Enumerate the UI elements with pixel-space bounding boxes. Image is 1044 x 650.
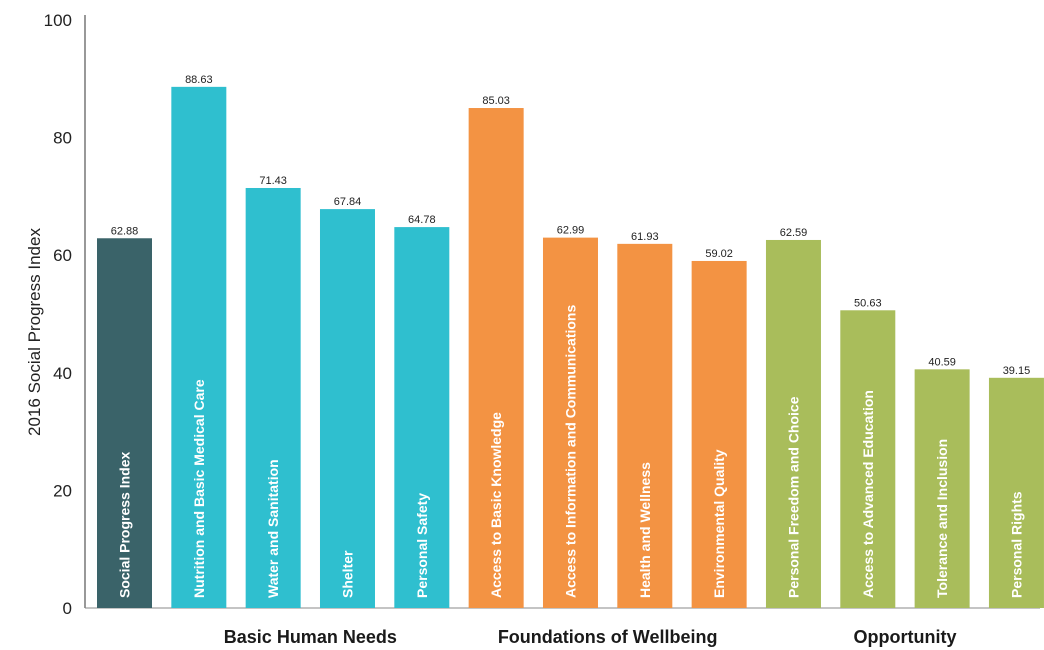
bar-value-label: 85.03: [482, 95, 510, 107]
y-axis-label: 2016 Social Progress Index: [25, 228, 44, 436]
bar-category-label: Health and Wellness: [637, 462, 653, 598]
bar-category-label: Water and Sanitation: [265, 459, 281, 598]
y-tick-label: 0: [63, 599, 72, 618]
bar: [97, 238, 152, 608]
group-label: Foundations of Wellbeing: [498, 627, 718, 647]
bar-labels: Social Progress Index Nutrition and Basic…: [117, 305, 1025, 598]
bar-value-label: 62.59: [780, 227, 808, 239]
y-tick-label: 100: [44, 11, 72, 30]
bar-category-label: Social Progress Index: [117, 452, 133, 598]
y-tick-label: 80: [53, 129, 72, 148]
bar-value-label: 71.43: [259, 175, 287, 187]
bar-category-label: Access to Advanced Education: [860, 390, 876, 598]
bar: [245, 187, 301, 609]
bar: [765, 239, 821, 608]
bar-value-label: 61.93: [631, 231, 659, 243]
bar-category-label: Personal Safety: [414, 493, 430, 598]
bar-value-label: 62.88: [111, 225, 139, 237]
group-label: Opportunity: [853, 627, 956, 647]
y-tick-label: 60: [53, 246, 72, 265]
bar-category-label: Shelter: [339, 550, 355, 598]
bar-value-label: 62.99: [557, 225, 585, 237]
group-label: Basic Human Needs: [224, 627, 397, 647]
bar-category-label: Personal Rights: [1008, 491, 1024, 598]
bar-category-label: Access to Information and Communications: [562, 305, 578, 598]
bar: [914, 369, 970, 608]
bar-category-label: Access to Basic Knowledge: [488, 412, 504, 598]
bar-category-label: Tolerance and Inclusion: [934, 439, 950, 598]
bar: [171, 86, 227, 609]
bar: [691, 260, 747, 608]
bar-value-label: 59.02: [705, 248, 733, 260]
bars: [97, 86, 1044, 609]
group-labels: Basic Human Needs Foundations of Wellbein…: [224, 627, 957, 647]
y-tick-label: 40: [53, 364, 72, 383]
bar: [394, 227, 450, 608]
bar-value-label: 67.84: [334, 196, 362, 208]
bar: [319, 209, 375, 608]
y-tick-label: 20: [53, 481, 72, 500]
bar-value-label: 88.63: [185, 74, 213, 86]
bar-value-label: 64.78: [408, 214, 436, 226]
bar-value-label: 50.63: [854, 297, 882, 309]
bar-value-label: 40.59: [928, 356, 956, 368]
bar: [542, 237, 598, 608]
bar: [617, 243, 673, 608]
bar-value-label: 39.15: [1003, 365, 1031, 377]
bar-category-label: Personal Freedom and Choice: [785, 396, 801, 598]
bar: [988, 377, 1044, 608]
bar: [468, 108, 524, 609]
bar-category-label: Nutrition and Basic Medical Care: [191, 379, 207, 598]
bar-category-label: Environmental Quality: [711, 449, 727, 598]
bar: [840, 310, 896, 608]
value-labels: 62.88 88.63 71.43 67.84 64.78 85.03 62.99 61.93…: [111, 74, 1030, 377]
